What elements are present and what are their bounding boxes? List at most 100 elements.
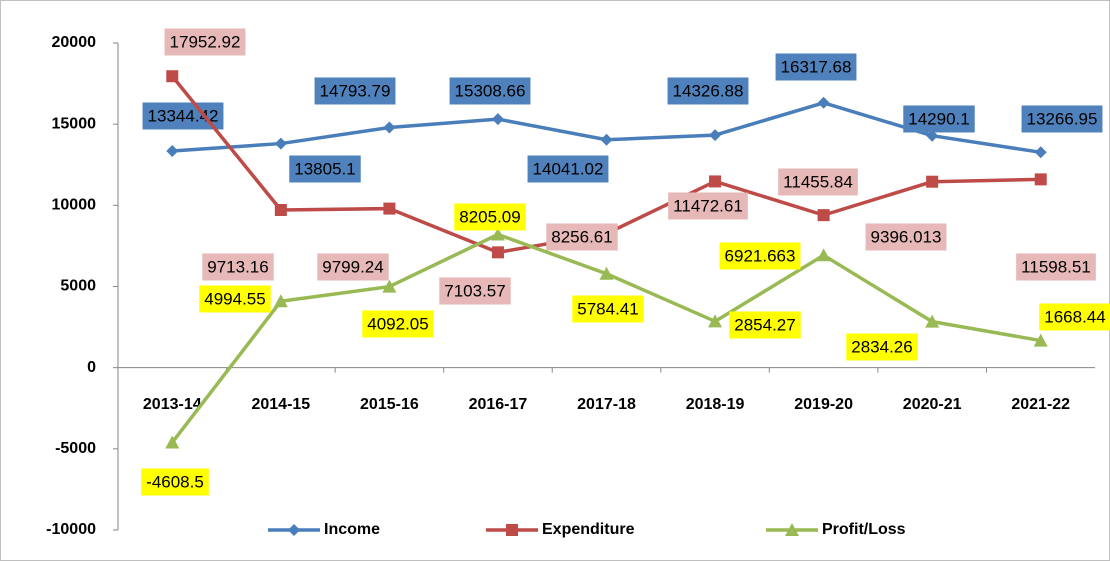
- data-label-text: 4994.55: [204, 289, 265, 308]
- data-label-box: [775, 53, 857, 81]
- x-tick-label: 2013-14: [143, 396, 202, 413]
- x-tick-label: 2015-16: [360, 396, 419, 413]
- data-label-text: 14290.1: [908, 109, 969, 128]
- data-label: 5784.41: [572, 295, 644, 323]
- point: [709, 175, 722, 188]
- data-label: 2834.26: [846, 333, 918, 361]
- point: [600, 133, 613, 146]
- data-label-text: 1668.44: [1044, 307, 1105, 326]
- y-tick-label: -5000: [55, 440, 96, 457]
- data-label-text: 9396.013: [871, 227, 942, 246]
- point: [382, 279, 397, 293]
- data-label-text: 14793.79: [320, 81, 391, 100]
- data-label-box: [1039, 303, 1110, 331]
- data-label: 9713.16: [202, 253, 274, 281]
- legend-label: Profit/Loss: [822, 521, 906, 538]
- data-label: 14326.88: [667, 77, 749, 105]
- data-label-text: 11598.51: [1021, 257, 1091, 276]
- data-label-box: [289, 155, 361, 183]
- data-label-text: 14041.02: [533, 159, 604, 178]
- data-label: 11598.51: [1016, 253, 1096, 281]
- data-label-box: [527, 155, 609, 183]
- data-label-box: [1021, 105, 1103, 133]
- data-label-box: [668, 192, 748, 220]
- point: [491, 113, 504, 126]
- data-label-text: 7103.57: [444, 281, 505, 300]
- x-tick-label: 2018-19: [686, 396, 745, 413]
- data-label-text: 13805.1: [294, 159, 355, 178]
- data-label-text: 13266.95: [1027, 109, 1098, 128]
- point: [817, 209, 830, 222]
- x-tick-label: 2020-21: [903, 396, 962, 413]
- data-label-text: 2854.27: [734, 315, 795, 334]
- data-label: 8256.61: [546, 223, 618, 251]
- x-tick-label: 2021-22: [1011, 396, 1070, 413]
- data-label: 16317.68: [775, 53, 857, 81]
- data-label-text: 14326.88: [673, 81, 744, 100]
- data-label: 14290.1: [903, 105, 975, 133]
- data-label-box: [1016, 253, 1096, 281]
- data-label-box: [317, 253, 389, 281]
- legend-marker: [288, 524, 300, 536]
- data-label: 14041.02: [527, 155, 609, 183]
- data-label-text: 9713.16: [207, 257, 268, 276]
- data-label-box: [865, 223, 947, 251]
- data-label-box: [778, 168, 858, 196]
- data-label: 13805.1: [289, 155, 361, 183]
- data-label-box: [202, 253, 274, 281]
- data-label-text: 8256.61: [551, 227, 612, 246]
- data-label: 4092.05: [362, 310, 434, 338]
- data-label-text: 4092.05: [367, 314, 428, 333]
- point: [274, 137, 287, 150]
- point: [166, 145, 179, 158]
- data-label: 7103.57: [439, 277, 511, 305]
- point: [383, 121, 396, 134]
- data-label-box: [449, 77, 531, 105]
- y-tick-label: 5000: [60, 278, 96, 295]
- point: [817, 96, 830, 109]
- data-label: 15308.66: [449, 77, 531, 105]
- point: [925, 314, 940, 328]
- data-label: 14793.79: [314, 77, 396, 105]
- data-label-box: [572, 295, 644, 323]
- point: [709, 129, 722, 142]
- data-label-text: -4608.5: [146, 472, 204, 491]
- point: [491, 246, 504, 259]
- point: [599, 266, 614, 280]
- data-label-box: [362, 310, 434, 338]
- point: [816, 248, 831, 262]
- legend-label: Income: [324, 521, 380, 538]
- y-tick-label: -10000: [46, 521, 96, 538]
- data-label: 1668.44: [1039, 303, 1110, 331]
- data-label-text: 17952.92: [170, 32, 241, 51]
- x-tick-label: 2016-17: [469, 396, 528, 413]
- data-label-text: 11472.61: [673, 196, 743, 215]
- data-label-box: [439, 277, 511, 305]
- data-label-box: [546, 223, 618, 251]
- data-label: 8205.09: [454, 203, 526, 231]
- point: [383, 202, 396, 215]
- x-tick-label: 2017-18: [577, 396, 636, 413]
- data-label-box: [164, 28, 246, 56]
- data-label-box: [719, 242, 801, 270]
- point: [273, 294, 288, 308]
- x-tick-label: 2019-20: [794, 396, 853, 413]
- data-label-box: [199, 285, 271, 313]
- point: [708, 314, 723, 328]
- data-label-text: 11455.84: [783, 172, 853, 191]
- data-label-box: [846, 333, 918, 361]
- point: [166, 70, 179, 83]
- y-tick-label: 0: [87, 359, 96, 376]
- y-tick-label: 20000: [52, 34, 97, 51]
- point: [1034, 173, 1047, 186]
- data-label-box: [667, 77, 749, 105]
- data-label-box: [903, 105, 975, 133]
- point: [490, 227, 505, 241]
- y-tick-label: 15000: [52, 115, 97, 132]
- data-label-box: [314, 77, 396, 105]
- data-label: 6921.663: [719, 242, 801, 270]
- point: [1033, 333, 1048, 347]
- point: [926, 175, 939, 188]
- data-label: 13266.95: [1021, 105, 1103, 133]
